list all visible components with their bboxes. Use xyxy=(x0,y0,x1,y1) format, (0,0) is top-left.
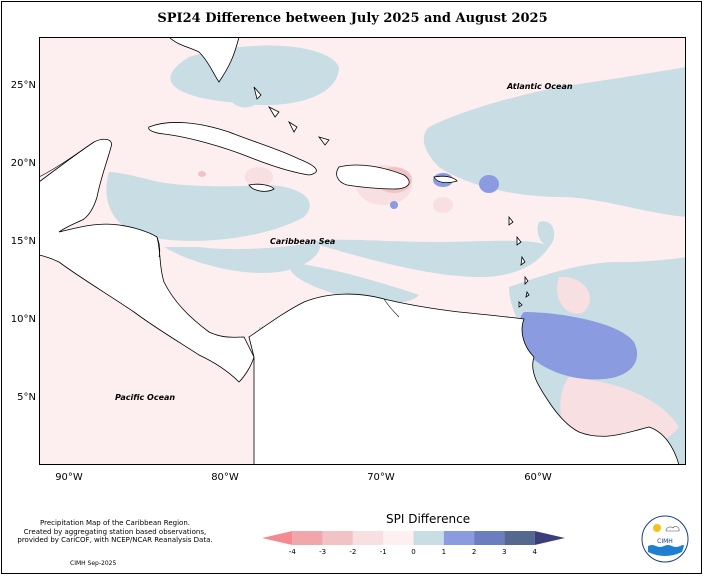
coastlines xyxy=(39,141,400,318)
puerto-rico-land xyxy=(433,175,458,184)
map-border xyxy=(39,37,686,465)
label-atlantic-ocean: Atlantic Ocean xyxy=(506,82,573,91)
footer-description: Precipitation Map of the Caribbean Regio… xyxy=(0,519,230,545)
lon-label-60w: 60°W xyxy=(524,472,552,483)
sun-icon xyxy=(653,524,661,532)
footer-line-2: Created by aggregating station based obs… xyxy=(23,527,207,536)
footer-credit: CIMH Sep-2025 xyxy=(70,560,117,567)
map-canvas: Atlantic Ocean Caribbean Sea Pacific Oce… xyxy=(39,37,686,465)
central-america-land xyxy=(39,138,255,383)
lon-label-70w: 70°W xyxy=(367,472,395,483)
cuba-land xyxy=(148,122,317,176)
florida-land xyxy=(168,37,240,83)
jamaica-land xyxy=(248,183,275,192)
lat-label-10n: 10°N xyxy=(10,314,36,325)
lon-label-80w: 80°W xyxy=(211,472,239,483)
label-pacific-ocean: Pacific Ocean xyxy=(115,393,175,402)
south-america-land xyxy=(248,293,680,465)
map-title: SPI24 Difference between July 2025 and A… xyxy=(157,11,548,26)
label-caribbean-sea: Caribbean Sea xyxy=(270,237,335,246)
lon-label-90w: 90°W xyxy=(55,472,83,483)
lat-label-5n: 5°N xyxy=(17,392,36,403)
footer-line-1: Precipitation Map of the Caribbean Regio… xyxy=(40,519,190,527)
logo-text: CIMH xyxy=(657,538,673,545)
cloud-icon xyxy=(665,526,680,532)
legend-title: SPI Difference xyxy=(386,512,471,526)
water-icon xyxy=(648,545,684,556)
land-masses xyxy=(39,37,680,465)
footer-line-3: provided by CariCOF, with NCEP/NCAR Rean… xyxy=(17,536,213,544)
lat-label-25n: 25°N xyxy=(10,80,36,91)
hispaniola-land xyxy=(336,164,410,190)
lat-label-20n: 20°N xyxy=(10,158,36,169)
lat-label-15n: 15°N xyxy=(10,236,36,247)
cimh-logo: CIMH xyxy=(641,515,689,563)
